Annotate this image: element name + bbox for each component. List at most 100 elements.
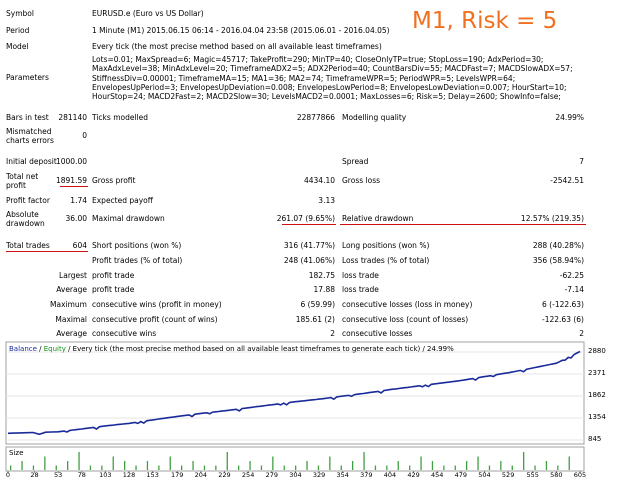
x-tick-label: 53 <box>53 471 63 479</box>
grossloss-label: Gross loss <box>342 176 381 185</box>
x-tick-label: 454 <box>431 471 444 479</box>
size-bar <box>10 465 12 470</box>
chart-header-rest: / Every tick (the most precise method ba… <box>65 345 454 353</box>
symbol-label: Symbol <box>6 9 34 18</box>
size-bar <box>146 461 149 470</box>
size-bar <box>363 452 365 470</box>
x-tick-label: 504 <box>478 471 491 479</box>
ptrades-value: 248 (41.06%) <box>283 256 335 265</box>
mismatched-value: 0 <box>82 131 87 140</box>
x-tick-label: 329 <box>312 471 326 479</box>
size-bar <box>317 465 320 470</box>
size-bar <box>488 465 491 470</box>
chart-grid <box>6 351 584 441</box>
trades-label: Total trades <box>6 241 50 250</box>
x-tick-label: 404 <box>383 471 397 479</box>
chart-header-equity: Equity <box>43 345 66 353</box>
maxdd-value: 261.07 (9.65%) <box>276 214 335 223</box>
x-tick-label: 229 <box>218 471 231 479</box>
size-bar <box>352 461 354 470</box>
y-tick-label: 2371 <box>588 369 606 377</box>
y-tick-label: 845 <box>588 435 602 443</box>
spread-value: 7 <box>579 157 584 166</box>
quality-label: Modelling quality <box>342 113 407 122</box>
x-tick-label: 605 <box>573 471 587 479</box>
x-tick-label: 179 <box>171 471 184 479</box>
size-bar <box>238 465 240 470</box>
period-label: Period <box>6 26 30 35</box>
x-tick-label: 555 <box>526 471 539 479</box>
y-tick-label: 2880 <box>588 347 606 355</box>
largest-loss-label: loss trade <box>342 271 379 280</box>
size-bar <box>260 465 263 470</box>
size-bar <box>534 465 536 470</box>
balance-series-line <box>7 350 581 436</box>
profitfactor-value: 1.74 <box>70 196 87 205</box>
quality-value: 24.99% <box>555 113 584 122</box>
x-tick-label: 153 <box>146 471 159 479</box>
largest-profit-label: profit trade <box>92 271 135 280</box>
ticks-label: Ticks modelled <box>92 113 149 122</box>
chart-frame <box>5 341 585 445</box>
size-bar <box>454 465 456 470</box>
chart-header-balance: Balance <box>9 345 37 353</box>
profitfactor-label: Profit factor <box>6 196 50 205</box>
size-bar <box>249 461 251 470</box>
size-bar <box>397 461 399 470</box>
size-bar <box>89 465 92 470</box>
ptrades-label: Profit trades (% of total) <box>92 256 183 265</box>
average-label: Average <box>56 285 87 294</box>
size-bar <box>101 465 103 470</box>
size-bar <box>55 465 57 470</box>
short-label: Short positions (won %) <box>92 241 182 250</box>
size-bar <box>431 461 434 470</box>
x-tick-label: 78 <box>77 471 86 479</box>
size-bar <box>67 461 69 470</box>
size-bar <box>112 456 114 470</box>
largest-profit-value: 182.75 <box>308 271 335 280</box>
size-bar <box>181 465 183 470</box>
x-tick-label: 254 <box>241 471 255 479</box>
size-bar <box>169 456 171 470</box>
x-ticks <box>7 471 581 473</box>
netprofit-label-1: Total net <box>6 172 39 181</box>
bars-value: 281140 <box>58 113 87 122</box>
parameters-value: Lots=0.01; MaxSpread=6; Magic=45717; Tak… <box>92 55 573 102</box>
size-bar <box>44 456 46 470</box>
x-tick-label: 354 <box>336 471 349 479</box>
absdd-value: 36.00 <box>65 214 87 223</box>
size-bars <box>10 452 570 470</box>
maximal-profit-value: 185.61 (2) <box>295 315 335 324</box>
size-bar <box>557 465 559 470</box>
largest-loss-value: -62.25 <box>559 271 584 280</box>
maxdd-label: Maximal drawdown <box>92 214 165 223</box>
size-bar <box>158 465 160 470</box>
x-tick-label: 304 <box>289 471 302 479</box>
avg-wins-label: consecutive wins <box>92 329 157 338</box>
maximum-label: Maximum <box>50 300 87 309</box>
size-bar <box>511 465 513 470</box>
mismatched-label-2: charts errors <box>6 136 54 145</box>
x-tick-label: 28 <box>30 471 39 479</box>
x-tick-label: 379 <box>360 471 373 479</box>
largest-label: Largest <box>59 271 87 280</box>
absdd-label-1: Absolute <box>6 210 39 219</box>
model-value: Every tick (the most precise method base… <box>92 42 382 51</box>
x-tick-label: 204 <box>194 471 208 479</box>
x-tick-label: 529 <box>501 471 515 479</box>
size-bar <box>545 461 548 470</box>
trades-value: 604 <box>72 241 87 250</box>
deposit-label: Initial deposit <box>6 157 57 166</box>
symbol-value: EURUSD.e (Euro vs US Dollar) <box>92 9 204 18</box>
average2-label: Average <box>56 329 87 338</box>
short-value: 316 (41.77%) <box>283 241 335 250</box>
overlay-label: M1, Risk = 5 <box>412 8 558 34</box>
x-tick-label: 279 <box>265 471 278 479</box>
grossprofit-value: 4434.10 <box>303 176 335 185</box>
avg-losses-label: consecutive losses <box>342 329 413 338</box>
size-bar <box>135 465 137 470</box>
size-bar <box>192 461 194 470</box>
long-label: Long positions (won %) <box>342 241 430 250</box>
balance-chart <box>5 341 585 473</box>
spread-label: Spread <box>342 157 369 166</box>
